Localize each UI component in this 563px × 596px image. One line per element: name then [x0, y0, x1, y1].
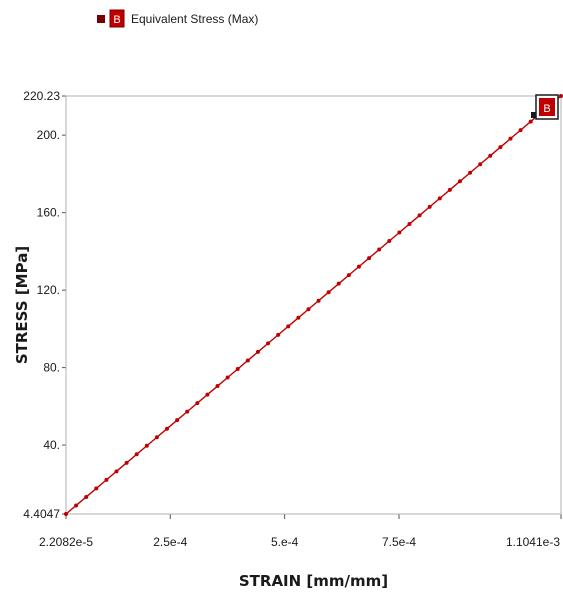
data-point: [377, 247, 382, 252]
y-tick-label: 4.4047: [23, 507, 60, 521]
data-point: [165, 426, 170, 431]
data-point: [407, 221, 412, 226]
data-point: [225, 375, 230, 380]
data-point: [559, 94, 563, 98]
data-point: [356, 264, 361, 269]
x-axis-ticks: 2.2082e-5 2.5e-4 5.e-4 7.5e-4 1.1041e-3: [39, 514, 562, 549]
y-tick-label: 220.23: [23, 89, 60, 103]
x-tick-label: 2.2082e-5: [39, 535, 93, 549]
data-point: [447, 187, 452, 192]
data-point: [104, 477, 109, 482]
data-point: [235, 366, 240, 371]
end-badge-letter: B: [543, 103, 550, 115]
data-point: [296, 315, 301, 320]
data-point: [74, 503, 79, 508]
x-axis-title: STRAIN [mm/mm]: [239, 572, 388, 590]
data-point: [417, 213, 422, 218]
y-tick-label: 40.: [43, 438, 60, 452]
data-point: [144, 443, 149, 448]
data-point: [306, 307, 311, 312]
data-point: [276, 332, 281, 337]
data-point: [64, 512, 68, 516]
data-point: [478, 162, 483, 167]
series-end-badge: B: [531, 94, 559, 120]
data-point: [397, 230, 402, 235]
y-axis-ticks: 4.4047 40. 80. 120. 160. 200. 220.23: [23, 89, 66, 521]
data-point: [326, 290, 331, 295]
legend-marker-badge: [109, 9, 125, 28]
data-point: [154, 435, 159, 440]
y-tick-label: 200.: [37, 128, 60, 142]
series-layer: [64, 94, 563, 516]
y-tick-label: 120.: [37, 283, 60, 297]
legend-svg: B Equivalent Stress (Max): [97, 9, 258, 28]
data-point: [124, 460, 129, 465]
data-point: [175, 418, 180, 423]
data-point: [367, 256, 372, 261]
data-point: [468, 170, 473, 175]
data-point: [508, 136, 513, 141]
x-tick-label: 7.5e-4: [382, 535, 416, 549]
data-point: [185, 409, 190, 414]
data-point: [457, 179, 462, 184]
data-point: [114, 469, 119, 474]
data-point: [346, 273, 351, 278]
y-tick-label: 80.: [43, 361, 60, 375]
y-tick-label: 160.: [37, 206, 60, 220]
data-point: [94, 486, 99, 491]
data-point: [437, 196, 442, 201]
legend-swatch-icon: [97, 15, 105, 23]
data-point: [336, 281, 341, 286]
y-axis-title: STRESS [MPa]: [13, 246, 31, 364]
data-point: [84, 494, 89, 499]
end-badge-fill: [539, 98, 555, 116]
series-line: [65, 95, 562, 515]
end-badge-anchor: [531, 112, 537, 118]
data-point: [245, 358, 250, 363]
data-point: [528, 119, 533, 124]
legend-series-name: Equivalent Stress (Max): [131, 12, 258, 26]
plot-area-frame: [65, 95, 562, 515]
data-point: [195, 401, 200, 406]
data-point: [255, 349, 260, 354]
data-point: [215, 384, 220, 389]
x-tick-label: 1.1041e-3: [506, 535, 560, 549]
data-point: [518, 128, 523, 133]
x-tick-label: 2.5e-4: [153, 535, 187, 549]
data-point: [134, 452, 139, 457]
data-point: [427, 204, 432, 209]
legend-marker-letter: B: [113, 14, 120, 26]
data-point: [266, 341, 271, 346]
data-point: [316, 298, 321, 303]
data-point: [286, 324, 291, 329]
x-tick-label: 5.e-4: [271, 535, 299, 549]
data-point: [387, 239, 392, 244]
data-point: [205, 392, 210, 397]
data-point: [498, 145, 503, 150]
data-point: [488, 153, 493, 158]
